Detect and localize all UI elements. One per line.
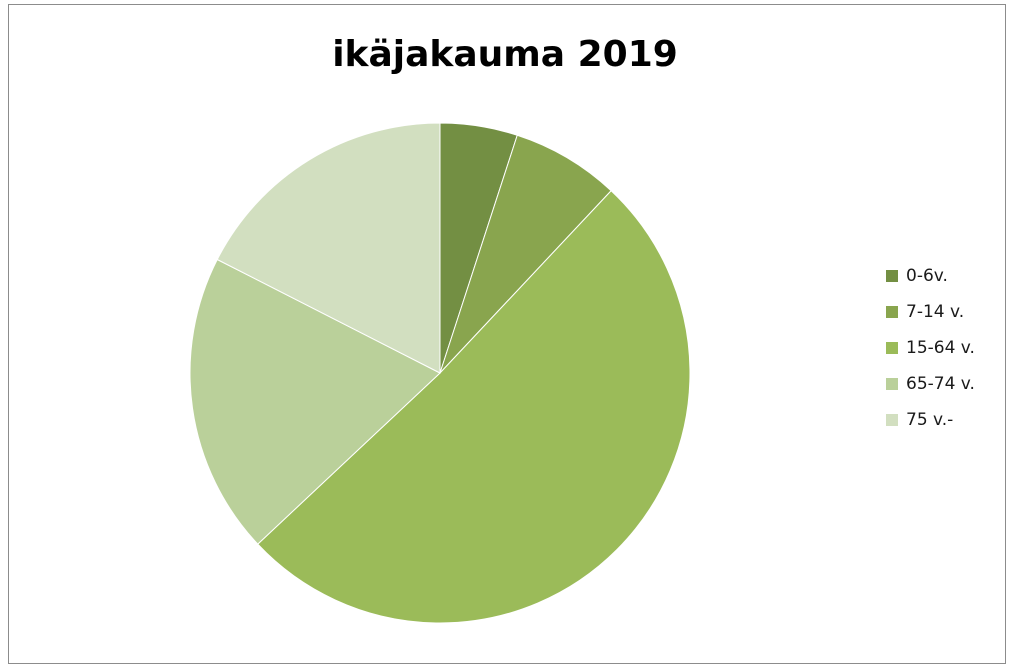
legend-label: 75 v.- bbox=[906, 410, 954, 430]
legend-item: 7-14 v. bbox=[886, 298, 1006, 334]
legend-item: 75 v.- bbox=[886, 406, 1006, 442]
chart-legend: 0-6v. 7-14 v. 15-64 v. 65-74 v. 75 v.- bbox=[886, 262, 1006, 442]
pie-slices bbox=[189, 122, 691, 624]
legend-swatch bbox=[886, 342, 898, 354]
pie-slice-5 bbox=[216, 122, 441, 374]
pie-chart bbox=[189, 122, 691, 624]
legend-swatch bbox=[886, 306, 898, 318]
legend-label: 65-74 v. bbox=[906, 374, 975, 394]
pie-slice-2 bbox=[439, 134, 612, 374]
pie-slice-3 bbox=[257, 190, 691, 624]
legend-label: 7-14 v. bbox=[906, 302, 965, 322]
legend-item: 0-6v. bbox=[886, 262, 1006, 298]
legend-item: 15-64 v. bbox=[886, 334, 1006, 370]
legend-item: 65-74 v. bbox=[886, 370, 1006, 406]
legend-swatch bbox=[886, 270, 898, 282]
legend-label: 15-64 v. bbox=[906, 338, 975, 358]
legend-swatch bbox=[886, 378, 898, 390]
legend-label: 0-6v. bbox=[906, 266, 948, 286]
chart-title: ikäjakauma 2019 bbox=[332, 34, 678, 75]
pie-slice-4 bbox=[189, 258, 441, 545]
legend-swatch bbox=[886, 414, 898, 426]
